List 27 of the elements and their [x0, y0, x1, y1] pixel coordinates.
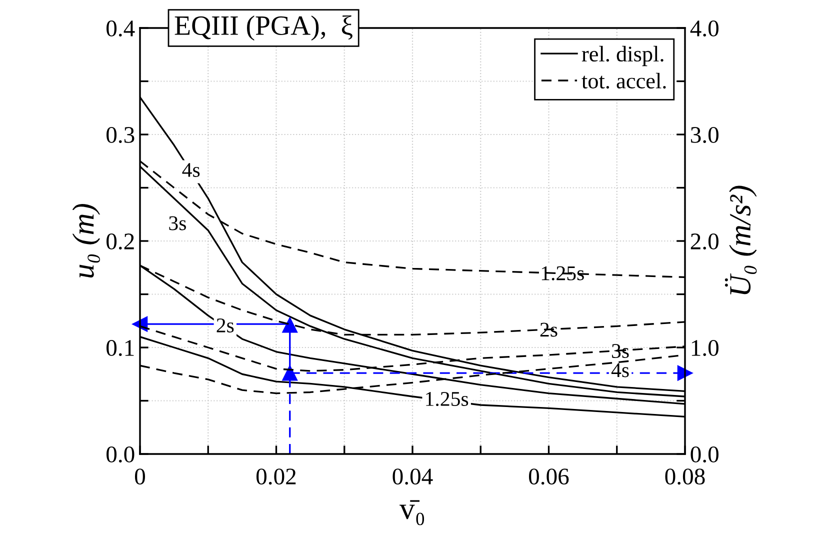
x-axis-title: v̄₀ — [400, 500, 424, 526]
y2-tick-label: 0.0 — [690, 446, 718, 463]
y-tick-label: 0.2 — [106, 233, 134, 250]
annotation: 1.25s — [426, 392, 468, 406]
annotation: tot. accel. — [582, 72, 666, 89]
y2-axis-title: Ü₀ (m/s²) — [724, 186, 757, 294]
y-tick-label: 0.0 — [106, 446, 134, 463]
x-tick-label: 0 — [134, 468, 146, 485]
annotation: 2s — [216, 318, 234, 332]
annotation: 4s — [611, 363, 629, 378]
annotation: 1.25s — [542, 266, 584, 280]
y2-tick-label: 3.0 — [690, 126, 718, 144]
annotation: 3s — [169, 216, 186, 230]
y2-tick-label: 4.0 — [690, 20, 718, 37]
y-tick-label: 0.3 — [106, 126, 134, 144]
y-tick-label: 0.1 — [106, 340, 134, 356]
annotation: rel. displ. — [582, 46, 664, 66]
x-tick-label: 0.08 — [665, 468, 705, 485]
y2-tick-label: 2.0 — [690, 233, 718, 250]
y-axis-title: u₀ (m) — [72, 204, 100, 278]
x-tick-label: 0.04 — [392, 468, 433, 485]
x-tick-label: 0.06 — [528, 468, 569, 485]
x-tick-label: 0.02 — [256, 468, 296, 485]
annotation: 4s — [182, 163, 200, 177]
y2-tick-label: 1.0 — [692, 340, 718, 356]
y-tick-label: 0.4 — [106, 20, 135, 37]
chart-title: EQIII (PGA), ξ — [174, 15, 352, 41]
